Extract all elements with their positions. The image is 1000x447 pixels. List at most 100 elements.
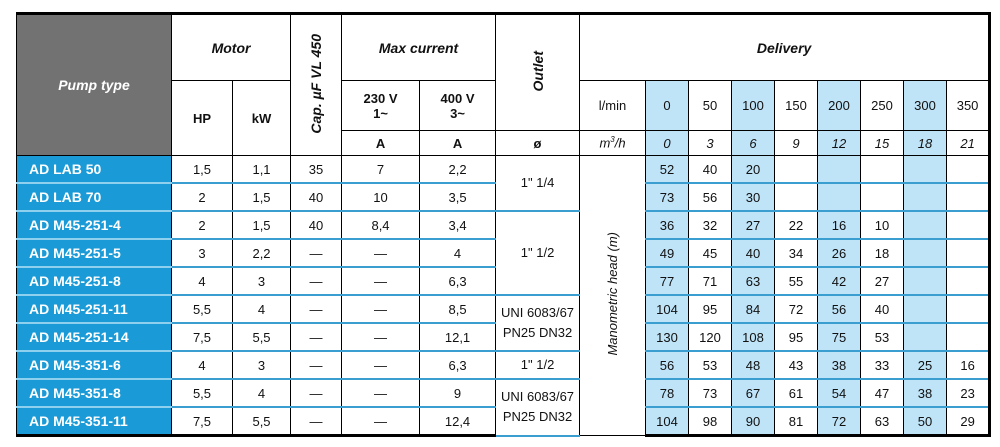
cell-a230: 10 (341, 182, 421, 212)
cell-hp: 3 (171, 238, 233, 268)
head-value: 90 (731, 406, 776, 437)
lmin-value: 250 (860, 80, 905, 131)
head-value: 42 (817, 266, 862, 296)
lmin-value: 200 (817, 80, 862, 131)
cell-hp: 2 (171, 210, 233, 240)
table-row: AD M45-251-14 7,5 5,5— —12,1 130 120 108 95 75 53 (16, 322, 992, 352)
head-value: 30 (731, 182, 776, 212)
table-row: AD LAB 70 2 1,5 40 10 3,5 73 56 30 (16, 182, 992, 212)
lmin-value: 350 (946, 80, 992, 131)
head-value: 67 (731, 378, 776, 408)
head-value (946, 155, 992, 184)
pump-type-header: Pump type (16, 12, 172, 156)
cell-a400: 3,5 (419, 182, 497, 212)
table-row: AD M45-251-11 5,5 4— —8,5 UNI 6083/67 PN25 D… (16, 294, 992, 352)
cell-kw: 4 (231, 294, 292, 324)
head-value: 26 (817, 238, 862, 268)
lmin-value: 50 (688, 80, 733, 131)
cell-cap: — (290, 266, 343, 296)
cell-hp: 7,5 (171, 406, 233, 437)
head-value: 84 (731, 294, 776, 324)
head-value: 72 (774, 294, 819, 324)
head-value: 120 (688, 322, 733, 352)
head-value: 40 (688, 155, 733, 184)
head-value: 130 (645, 322, 690, 352)
cell-hp: 2 (171, 182, 233, 212)
m3h-value: 0 (645, 130, 690, 156)
head-value: 95 (774, 322, 819, 352)
head-value: 81 (774, 406, 819, 437)
cell-hp: 4 (171, 266, 233, 296)
cell-cap: — (290, 238, 343, 268)
pump-name: AD M45-251-14 (16, 322, 172, 352)
cell-cap: — (290, 378, 343, 408)
m3h-value: 21 (946, 130, 992, 156)
head-value (774, 155, 819, 184)
head-value: 55 (774, 266, 819, 296)
head-value: 38 (817, 350, 862, 380)
head-value: 56 (817, 294, 862, 324)
head-value: 56 (645, 350, 690, 380)
head-value: 73 (645, 182, 690, 212)
head-value: 48 (731, 350, 776, 380)
head-value: 78 (645, 378, 690, 408)
cell-a400: 6,3 (419, 350, 497, 380)
head-value (946, 238, 992, 268)
pump-name: AD LAB 70 (16, 182, 172, 212)
cell-a230: — (341, 322, 421, 352)
head-value (860, 155, 905, 184)
head-value (903, 322, 948, 352)
head-value: 53 (860, 322, 905, 352)
head-value (817, 155, 862, 184)
v400-label: 400 V (440, 90, 475, 106)
head-value: 32 (688, 210, 733, 240)
cell-a400: 2,2 (419, 155, 497, 184)
head-value: 45 (688, 238, 733, 268)
head-value: 27 (731, 210, 776, 240)
table-row: AD M45-351-11 7,5 5,5— —12,4 104 98 90 81 72 63 50… (16, 406, 992, 437)
table-row: AD M45-251-4 2 1,5 40 8,4 3,4 1" 1/2 36 32 27 22 16… (16, 210, 992, 296)
pump-spec-table: Pump type Motor Cap. µF VL 450 Max curre… (16, 12, 992, 437)
head-value: 63 (860, 406, 905, 437)
outlet-cell: 1" 1/2 (495, 210, 581, 296)
head-value (946, 294, 992, 324)
head-value: 40 (731, 238, 776, 268)
cell-kw: 1,5 (231, 210, 292, 240)
pump-name: AD M45-351-6 (16, 350, 172, 380)
manometric-head-text: Manometric head (m) (605, 232, 621, 356)
cell-cap: 35 (290, 155, 343, 184)
delivery-header: Delivery (579, 12, 992, 81)
cell-a230: — (341, 406, 421, 437)
head-value: 104 (645, 294, 690, 324)
pump-name: AD M45-351-11 (16, 406, 172, 437)
head-value: 23 (946, 378, 992, 408)
kw-header: kW (231, 80, 292, 156)
cell-a230: — (341, 350, 421, 380)
cell-a230: — (341, 294, 421, 324)
m3h-value: 12 (817, 130, 862, 156)
head-value (946, 210, 992, 240)
outlet-cell: 1" 1/2 (495, 350, 581, 380)
cell-kw: 3 (231, 350, 292, 380)
head-value: 47 (860, 378, 905, 408)
v230-header: 230 V 1~ (341, 80, 421, 131)
cell-a400: 9 (419, 378, 497, 408)
head-value: 77 (645, 266, 690, 296)
lmin-value: 150 (774, 80, 819, 131)
cell-kw: 1,1 (231, 155, 292, 184)
head-value: 18 (860, 238, 905, 268)
cell-a230: — (341, 238, 421, 268)
v400-phase: 3~ (450, 105, 465, 121)
head-value: 71 (688, 266, 733, 296)
max-current-header: Max current (341, 12, 497, 81)
head-value: 16 (946, 350, 992, 380)
head-value: 34 (774, 238, 819, 268)
m3h-value: 3 (688, 130, 733, 156)
head-value: 27 (860, 266, 905, 296)
head-value: 75 (817, 322, 862, 352)
cell-hp: 4 (171, 350, 233, 380)
v230-phase: 1~ (373, 105, 388, 121)
cell-a400: 12,4 (419, 406, 497, 437)
outlet-header: Outlet (495, 12, 581, 131)
cell-cap: 40 (290, 210, 343, 240)
